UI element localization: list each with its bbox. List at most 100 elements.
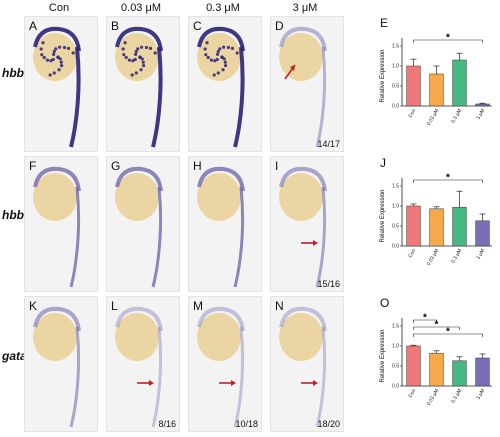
tail-stain [233, 186, 245, 288]
x-tick-label: 3 μM [475, 108, 486, 121]
stain-dot [52, 49, 56, 54]
column-header-con: Con [48, 2, 70, 14]
head-stain [115, 306, 163, 332]
significance-star: * [446, 33, 450, 44]
y-tick-label: 1.0 [392, 344, 399, 350]
panel-letter: H [193, 159, 202, 173]
chart-letter: J [380, 156, 386, 170]
stain-dot [57, 68, 61, 72]
x-tick-label: 0.3 μM [450, 388, 463, 404]
y-tick-label: 1.5 [392, 324, 399, 330]
stain-dot [216, 49, 220, 54]
embryo-image [33, 306, 81, 428]
x-tick-label: 0.3 μM [450, 248, 463, 264]
stain-dot [130, 73, 134, 77]
chart-svg: 0.0 0.5 1.0 1.5 Relative Expression Con 0.03 μ… [380, 313, 492, 407]
embryo-image [115, 26, 163, 148]
embryo-image [279, 306, 327, 428]
stain-dot [121, 47, 125, 51]
panel-letter: C [193, 19, 202, 33]
panel-letter: I [275, 159, 279, 173]
stain-dot [48, 73, 52, 77]
stain-dot [216, 71, 220, 75]
tail-stain [151, 326, 163, 428]
stain-dot [221, 68, 225, 72]
stain-dot [223, 63, 228, 68]
stain-dot [134, 71, 138, 75]
stain-dot [45, 58, 50, 62]
yolk-sac [197, 173, 241, 221]
stain-dot [221, 45, 226, 49]
y-tick-label: 1.5 [392, 184, 399, 190]
embryo-panel: C [188, 16, 262, 152]
significance-bracket [413, 326, 460, 330]
yolk-sac [279, 313, 323, 361]
stain-dot [54, 47, 58, 51]
panel-letter: K [29, 299, 38, 313]
chart-letter: E [380, 16, 389, 30]
stain-dot [139, 45, 144, 49]
stain-dot [52, 52, 56, 56]
stain-dot [41, 41, 45, 45]
embryo-image [197, 306, 245, 428]
y-tick-label: 0.0 [392, 384, 399, 390]
column-header-0-03: 0.03 μM [121, 2, 161, 14]
embryo-panel: L 8/16 [106, 296, 180, 432]
significance-star: * [446, 173, 450, 184]
embryo-image [279, 26, 327, 148]
embryo-image [33, 166, 81, 288]
stain-dot [40, 53, 44, 57]
stain-dot [66, 46, 71, 51]
embryo-count: 15/16 [317, 279, 340, 289]
panel-letter: G [111, 159, 121, 173]
yolk-sac [279, 33, 323, 81]
head-stain [197, 26, 245, 52]
panel-letter: B [111, 19, 120, 33]
embryo-panel: K [24, 296, 98, 432]
stain-dot [39, 47, 43, 51]
stain-dot [56, 55, 60, 59]
embryo-image [197, 26, 245, 148]
bar [406, 205, 421, 247]
bar [406, 345, 421, 387]
stain-dot [122, 53, 126, 57]
embryo-panel: F [24, 156, 98, 292]
tail-stain [315, 326, 327, 428]
tail-stain [233, 326, 245, 428]
stain-dot [51, 57, 55, 62]
head-stain [115, 26, 163, 52]
embryo-count: 18/20 [317, 419, 340, 429]
stain-dot [134, 49, 138, 54]
head-stain [279, 166, 327, 192]
significance-bracket [413, 333, 483, 337]
y-tick-label: 0.5 [392, 224, 399, 230]
stain-dot [144, 45, 149, 50]
yolk-sac [115, 313, 159, 361]
stain-dot [216, 52, 220, 56]
stain-dot [71, 51, 75, 55]
arrow-head [290, 65, 295, 71]
y-axis-label: Relative Expression [380, 189, 386, 242]
chart-svg: 0.0 0.5 1.0 1.5 Relative Expression Con 0.03 μ… [380, 173, 492, 267]
stain-dot [59, 60, 63, 64]
x-tick-label: 0.03 μM [426, 388, 440, 407]
stain-dot [141, 63, 146, 68]
embryo-image [197, 166, 245, 288]
bar-chart: J 0.0 0.5 1.0 1.5 Relative Expression Con 0.03… [362, 156, 492, 290]
embryo-count: 10/18 [235, 419, 258, 429]
stain-dot [59, 63, 64, 68]
bar [452, 59, 467, 107]
y-tick-label: 1.0 [392, 64, 399, 70]
arrow-head [313, 240, 318, 246]
tail-stain [233, 46, 245, 148]
stain-dot [140, 57, 144, 61]
tail-stain [151, 186, 163, 288]
panel-letter: A [29, 19, 38, 33]
stain-dot [123, 41, 127, 45]
yolk-sac [33, 173, 77, 221]
head-stain [33, 166, 81, 192]
yolk-sac [33, 313, 77, 361]
stain-dot [127, 58, 132, 62]
stain-dot [226, 45, 231, 50]
embryo-panel: G [106, 156, 180, 292]
